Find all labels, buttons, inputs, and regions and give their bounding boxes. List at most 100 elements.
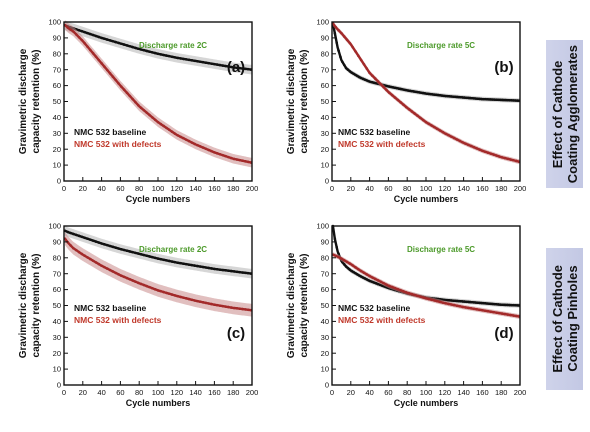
data-point: [145, 254, 148, 257]
data-point: [244, 308, 247, 311]
data-point: [205, 61, 208, 64]
data-point: [92, 52, 95, 55]
data-point: [413, 294, 416, 297]
data-point: [241, 271, 244, 274]
data-point: [131, 98, 134, 101]
data-point: [97, 59, 100, 62]
data-point: [230, 270, 233, 273]
data-point: [75, 234, 78, 237]
data-point: [129, 250, 132, 253]
data-point: [349, 262, 352, 265]
data-point: [419, 295, 422, 298]
data-point: [202, 301, 205, 304]
y-tick-label: 90: [53, 34, 61, 43]
data-point: [171, 260, 174, 263]
data-point: [154, 52, 157, 55]
data-point: [504, 157, 507, 160]
data-point: [117, 42, 120, 45]
data-point: [89, 33, 92, 36]
data-point: [72, 30, 75, 33]
side-label-box-agglomerates: Effect of Cathode Coating Agglomerates: [546, 40, 583, 188]
data-point: [224, 269, 227, 272]
data-point: [145, 285, 148, 288]
data-point: [185, 138, 188, 141]
data-point: [95, 55, 98, 58]
data-point: [95, 261, 98, 264]
data-point: [199, 300, 202, 303]
data-point: [419, 117, 422, 120]
data-point: [346, 39, 349, 42]
data-point: [247, 308, 250, 311]
data-point: [501, 312, 504, 315]
data-point: [244, 160, 247, 163]
data-point: [176, 134, 179, 137]
y-tick-label: 60: [53, 285, 61, 294]
data-point: [92, 239, 95, 242]
data-point: [160, 258, 163, 261]
y-tick-label: 30: [53, 333, 61, 342]
data-point: [131, 251, 134, 254]
data-point: [129, 45, 132, 48]
data-point: [388, 285, 391, 288]
data-point: [83, 42, 86, 45]
data-point: [168, 55, 171, 58]
y-axis-title-line1: Gravimetric discharge: [286, 252, 297, 358]
data-point: [343, 259, 346, 262]
data-point: [196, 144, 199, 147]
data-point: [151, 256, 154, 259]
data-point: [112, 270, 115, 273]
data-point: [168, 292, 171, 295]
data-point: [129, 95, 132, 98]
data-point: [241, 159, 244, 162]
y-tick-label: 50: [53, 301, 61, 310]
chart-panel-b: 0 20 40 60 80 100 120 140 160 180 2000102030405060…: [268, 14, 530, 214]
data-point: [176, 295, 179, 298]
data-point: [475, 308, 478, 311]
x-axis-title: Cycle numbers: [126, 398, 191, 408]
data-point: [334, 237, 337, 240]
data-point: [160, 123, 163, 126]
data-point: [154, 257, 157, 260]
data-point: [134, 47, 137, 50]
data-point: [399, 289, 402, 292]
data-point: [394, 96, 397, 99]
data-point: [185, 58, 188, 61]
data-point: [202, 146, 205, 149]
data-point: [433, 299, 436, 302]
data-point: [473, 146, 476, 149]
data-point: [222, 269, 225, 272]
x-tick-label: 200: [246, 184, 259, 193]
data-point: [495, 154, 498, 157]
data-point: [346, 261, 349, 264]
data-point: [470, 307, 473, 310]
data-point: [509, 158, 512, 161]
data-point: [456, 304, 459, 307]
data-point: [162, 258, 165, 261]
data-point: [106, 244, 109, 247]
data-point: [100, 264, 103, 267]
data-point: [86, 32, 89, 35]
data-point: [165, 54, 168, 57]
data-point: [459, 140, 462, 143]
y-tick-label: 80: [53, 49, 61, 58]
data-point: [402, 290, 405, 293]
data-point: [185, 263, 188, 266]
x-tick-label: 200: [514, 388, 527, 397]
data-point: [103, 243, 106, 246]
x-tick-label: 120: [171, 388, 184, 397]
data-point: [165, 292, 168, 295]
y-tick-label: 40: [321, 317, 329, 326]
x-tick-label: 140: [189, 184, 202, 193]
data-point: [140, 107, 143, 110]
data-point: [100, 37, 103, 40]
y-tick-label: 30: [321, 129, 329, 138]
data-point: [140, 283, 143, 286]
data-point: [377, 279, 380, 282]
data-point: [143, 284, 146, 287]
chart-panel-c: 0 20 40 60 80 100 120 140 160 180 2000102030405060…: [0, 218, 262, 418]
data-point: [219, 64, 222, 67]
data-point: [450, 303, 453, 306]
data-point: [227, 269, 230, 272]
side-label-box-pinholes: Effect of Cathode Coating Pinholes: [546, 248, 583, 390]
